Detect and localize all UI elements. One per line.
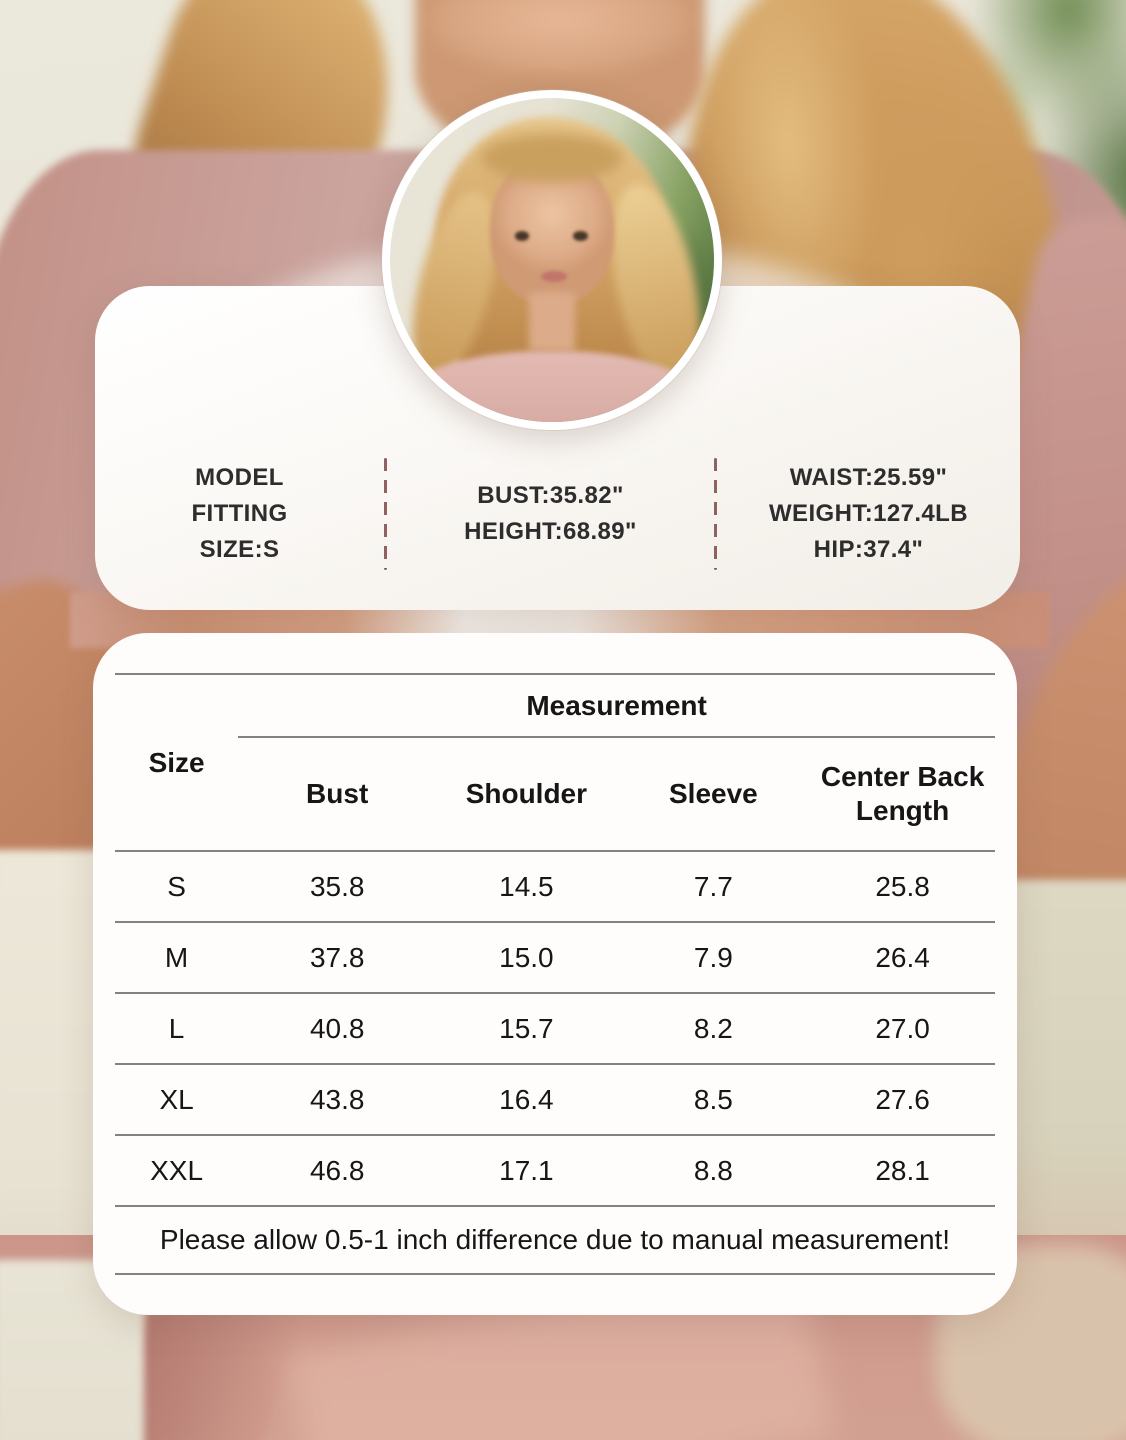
avatar-eye-right bbox=[573, 230, 588, 241]
column-header-center-back-length: Center Back Length bbox=[820, 761, 985, 826]
measurement-columns: Bust Shoulder Sleeve Center Back Length bbox=[238, 738, 995, 850]
avatar-hair-fringe bbox=[480, 133, 624, 183]
size-cell: XL bbox=[159, 1083, 194, 1115]
center-back-length-cell: 25.8 bbox=[875, 870, 930, 902]
table-row-m: M 37.8 15.0 7.9 26.4 bbox=[115, 923, 995, 992]
column-header-bust: Bust bbox=[306, 778, 369, 809]
sleeve-cell: 8.8 bbox=[693, 1154, 733, 1186]
sleeve-cell: 8.2 bbox=[693, 1012, 733, 1044]
measurement-note: Please allow 0.5-1 inch difference due t… bbox=[159, 1224, 951, 1255]
bust-cell: 35.8 bbox=[309, 870, 365, 902]
size-cell: M bbox=[164, 941, 189, 973]
shoulder-cell: 14.5 bbox=[499, 870, 554, 902]
measurement-title: Measurement bbox=[526, 689, 707, 721]
model-bust-height: BUST:35.82" HEIGHT:68.89" bbox=[387, 478, 714, 550]
center-back-length-cell: 27.6 bbox=[875, 1083, 930, 1115]
table-row-l: L 40.8 15.7 8.2 27.0 bbox=[115, 994, 995, 1063]
fitting-line: MODEL bbox=[195, 463, 284, 491]
table-row-s: S 35.8 14.5 7.7 25.8 bbox=[115, 852, 995, 921]
model-fitting-label: MODEL FITTING SIZE:S bbox=[95, 460, 384, 568]
size-cell: XXL bbox=[150, 1154, 204, 1186]
sleeve-cell: 8.5 bbox=[693, 1083, 733, 1115]
sleeve-cell: 7.7 bbox=[693, 870, 733, 902]
size-cell: S bbox=[167, 870, 186, 902]
row-divider bbox=[115, 921, 995, 923]
center-back-length-cell: 27.0 bbox=[875, 1012, 930, 1044]
measurement-header-group: Measurement Bust Shoulder Sleeve Center … bbox=[238, 675, 995, 850]
column-header-sleeve: Sleeve bbox=[668, 778, 758, 809]
stat-line: HIP:37.4" bbox=[813, 535, 924, 563]
avatar-lips bbox=[540, 271, 567, 283]
bust-cell: 40.8 bbox=[309, 1012, 365, 1044]
table-border-bottom bbox=[115, 1273, 995, 1275]
shoulder-cell: 15.0 bbox=[499, 941, 554, 973]
row-divider bbox=[115, 992, 995, 994]
column-header-shoulder: Shoulder bbox=[465, 778, 588, 809]
row-divider bbox=[115, 1205, 995, 1207]
avatar-neck bbox=[529, 292, 575, 351]
avatar-eye-left bbox=[514, 230, 530, 241]
model-waist-weight-hip: WAIST:25.59" WEIGHT:127.4LB HIP:37.4" bbox=[717, 460, 1020, 568]
stat-line: WEIGHT:127.4LB bbox=[769, 499, 968, 527]
bust-cell: 46.8 bbox=[309, 1154, 365, 1186]
measurement-underline bbox=[238, 736, 995, 738]
table-border-top bbox=[115, 673, 995, 675]
size-column-header: Size bbox=[148, 746, 205, 778]
center-back-length-cell: 26.4 bbox=[875, 941, 930, 973]
bust-cell: 37.8 bbox=[309, 941, 365, 973]
model-face-photo bbox=[382, 90, 722, 430]
size-chart-card: Size Measurement Bust Shoulder Sleeve Ce… bbox=[93, 633, 1017, 1315]
sleeve-cell: 7.9 bbox=[693, 941, 733, 973]
fitting-line: SIZE:S bbox=[199, 535, 280, 563]
shoulder-cell: 15.7 bbox=[499, 1012, 554, 1044]
stat-line: WAIST:25.59" bbox=[789, 463, 948, 491]
table-row-xxl: XXL 46.8 17.1 8.8 28.1 bbox=[115, 1136, 995, 1205]
bust-cell: 43.8 bbox=[309, 1083, 365, 1115]
row-divider bbox=[115, 1134, 995, 1136]
size-cell: L bbox=[168, 1012, 185, 1044]
stat-line: HEIGHT:68.89" bbox=[464, 517, 637, 545]
stat-line: BUST:35.82" bbox=[477, 481, 624, 509]
table-row-xl: XL 43.8 16.4 8.5 27.6 bbox=[115, 1065, 995, 1134]
dashed-divider bbox=[384, 457, 387, 570]
center-back-length-cell: 28.1 bbox=[875, 1154, 930, 1186]
dashed-divider bbox=[714, 457, 717, 570]
table-header: Size Measurement Bust Shoulder Sleeve Ce… bbox=[115, 675, 995, 850]
shoulder-cell: 17.1 bbox=[499, 1154, 554, 1186]
fitting-line: FITTING bbox=[191, 499, 288, 527]
shoulder-cell: 16.4 bbox=[499, 1083, 554, 1115]
row-divider bbox=[115, 1063, 995, 1065]
model-fitting-row: MODEL FITTING SIZE:S BUST:35.82" HEIGHT:… bbox=[95, 451, 1020, 576]
row-divider bbox=[115, 850, 995, 852]
